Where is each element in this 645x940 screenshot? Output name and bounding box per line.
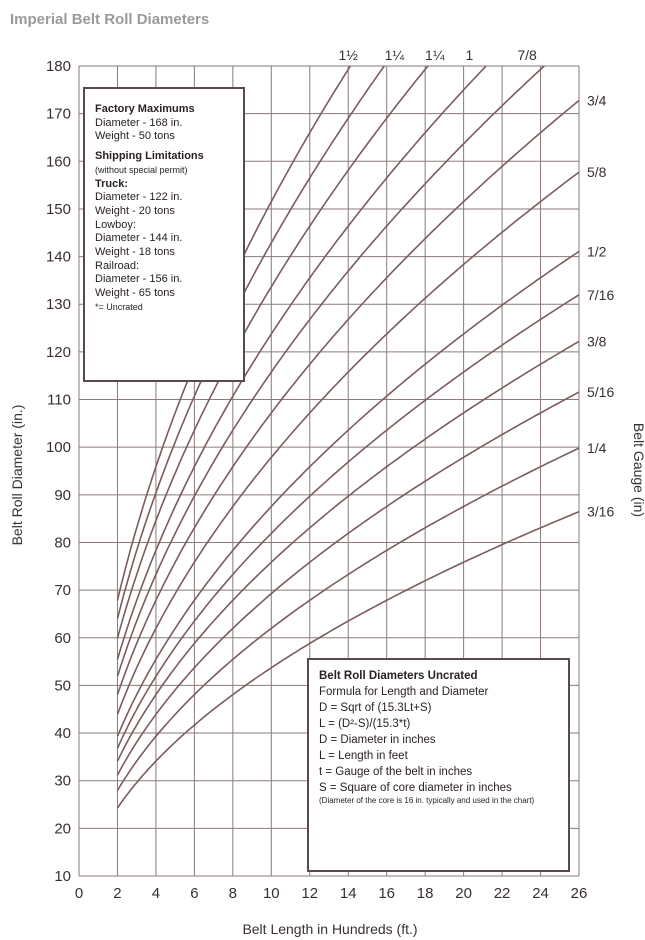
formula-def-d: D = Diameter in inches xyxy=(319,734,436,746)
x-tick-label: 10 xyxy=(263,885,280,902)
formula-def-l: L = Length in feet xyxy=(319,750,408,762)
x-tick-label: 16 xyxy=(378,885,395,902)
x-tick-label: 18 xyxy=(417,885,434,902)
lowboy-title: Lowboy: xyxy=(95,218,136,231)
limits-box: Factory Maximums Diameter - 168 in. Weig… xyxy=(83,87,245,382)
x-tick-label: 2 xyxy=(113,885,121,902)
curve-label: 1 xyxy=(465,47,473,63)
curve-6 xyxy=(116,171,580,715)
truck-weight: Weight - 20 tons xyxy=(95,204,175,217)
x-tick-label: 6 xyxy=(190,885,198,902)
chart-title: Imperial Belt Roll Diameters xyxy=(10,11,209,28)
railroad-weight: Weight - 65 tons xyxy=(95,287,175,300)
x-tick-label: 22 xyxy=(494,885,511,902)
curves xyxy=(116,65,580,809)
x-tick-label: 20 xyxy=(455,885,472,902)
curve-10 xyxy=(116,391,580,776)
curve-label: 1/2 xyxy=(587,243,607,259)
formula-title: Belt Roll Diameters Uncrated xyxy=(319,670,478,682)
y-tick-label: 50 xyxy=(54,677,71,694)
uncrated-note: *= Uncrated xyxy=(95,301,143,312)
curve-1 xyxy=(116,65,385,619)
y-tick-label: 10 xyxy=(54,868,71,885)
curve-label: 1½ xyxy=(338,47,358,63)
y-tick-label: 180 xyxy=(46,58,71,75)
truck-title: Truck: xyxy=(95,177,129,190)
curve-12 xyxy=(116,510,580,809)
x-tick-label: 4 xyxy=(152,885,160,902)
curve-label: 3/16 xyxy=(587,504,614,520)
y-tick-label: 160 xyxy=(46,153,71,170)
curve-label: 3/4 xyxy=(587,92,607,108)
formula-def-s: S = Square of core diameter in inches xyxy=(319,782,512,794)
formula-line-l: L = (D²-S)/(15.3*t) xyxy=(319,718,411,730)
shipping-note: (without special permit) xyxy=(95,164,188,175)
y-tick-label: 30 xyxy=(54,773,71,790)
y-axis-label: Belt Roll Diameter (in.) xyxy=(9,405,25,546)
curve-5 xyxy=(116,99,580,695)
curve-label: 7/8 xyxy=(517,47,537,63)
railroad-diameter: Diameter - 156 in. xyxy=(95,273,183,286)
y-tick-label: 60 xyxy=(54,630,71,647)
curve-label: 1¼ xyxy=(425,47,445,63)
x-tick-label: 8 xyxy=(229,885,237,902)
curve-8 xyxy=(116,294,580,749)
curve-label: 1/4 xyxy=(587,440,607,456)
shipping-title: Shipping Limitations xyxy=(95,150,204,163)
y-tick-label: 20 xyxy=(54,820,71,837)
curve-label: 5/16 xyxy=(587,384,614,400)
lowboy-weight: Weight - 18 tons xyxy=(95,246,175,259)
x-axis-label: Belt Length in Hundreds (ft.) xyxy=(242,921,417,937)
x-tick-label: 14 xyxy=(340,885,357,902)
y-tick-label: 90 xyxy=(54,487,71,504)
y-tick-label: 110 xyxy=(47,392,71,409)
y-tick-label: 150 xyxy=(46,201,71,218)
railroad-title: Railroad: xyxy=(95,259,140,272)
curve-label: 5/8 xyxy=(587,164,607,180)
curve-2 xyxy=(116,65,429,639)
curve-label: 3/8 xyxy=(587,333,607,349)
curve-3 xyxy=(116,65,487,660)
ticks: 0 2 4 6 8 10 12 14 16 18 20 22 24 2610203040506070809… xyxy=(46,58,587,902)
factory-diameter: Diameter - 168 in. xyxy=(95,116,183,129)
formula-subtitle: Formula for Length and Diameter xyxy=(319,686,489,698)
x-tick-label: 24 xyxy=(532,885,549,902)
curve-labels: 1½ 1¼ 1¼ 1 7/8 3/4 5/8 1/2 7/16 3/8 5/16 1/4 3/16 xyxy=(338,47,614,520)
y-tick-label: 100 xyxy=(46,439,71,456)
lowboy-diameter: Diameter - 144 in. xyxy=(95,232,183,245)
curve-7 xyxy=(116,250,580,737)
formula-def-t: t = Gauge of the belt in inches xyxy=(319,766,473,778)
x-tick-label: 26 xyxy=(571,885,588,902)
curve-9 xyxy=(116,340,580,762)
curve-4 xyxy=(116,65,545,677)
curve-label: 7/16 xyxy=(587,287,614,303)
x-tick-label: 0 xyxy=(75,885,83,902)
formula-line-d: D = Sqrt of (15.3Lt+S) xyxy=(319,702,432,714)
truck-diameter: Diameter - 122 in. xyxy=(95,191,183,204)
curve-label: 1¼ xyxy=(385,47,405,63)
x-tick-label: 12 xyxy=(301,885,318,902)
y-tick-label: 80 xyxy=(54,534,71,551)
curve-11 xyxy=(116,447,580,791)
y-tick-label: 70 xyxy=(54,582,71,599)
y-tick-label: 170 xyxy=(46,106,71,123)
factory-weight: Weight - 50 tons xyxy=(95,130,175,143)
y-tick-label: 40 xyxy=(54,725,71,742)
y-tick-label: 140 xyxy=(46,249,71,266)
y-tick-label: 120 xyxy=(46,344,71,361)
formula-note: (Diameter of the core is 16 in. typicall… xyxy=(319,796,535,805)
formula-box: Belt Roll Diameters Uncrated Formula for… xyxy=(307,658,570,872)
y-tick-label: 130 xyxy=(46,296,71,313)
y2-axis-label: Belt Gauge (in) xyxy=(631,423,645,517)
factory-title: Factory Maximums xyxy=(95,103,195,115)
